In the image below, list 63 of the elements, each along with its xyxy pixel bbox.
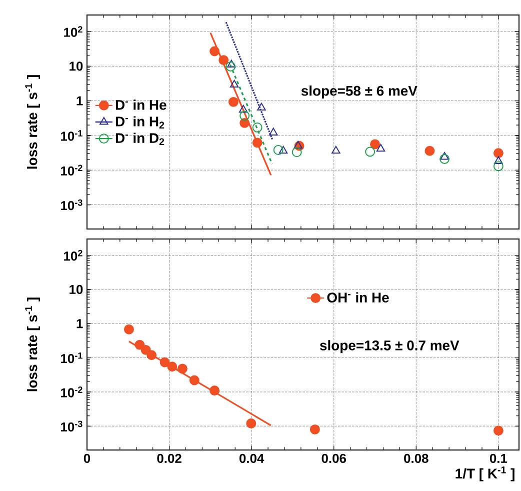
point — [370, 139, 380, 150]
point — [252, 122, 262, 132]
point — [424, 146, 435, 156]
point — [228, 96, 238, 107]
point — [257, 102, 266, 111]
point — [210, 386, 220, 396]
x-tick-label: 0.02 — [157, 454, 182, 463]
y-tick-label: 10$^{-1}$ — [61, 352, 82, 364]
x-tick-label: 0.1 — [490, 454, 508, 463]
point — [493, 148, 504, 158]
x-axis-title: 1/T [ K$^{-1}$ ] — [456, 466, 514, 482]
point — [124, 324, 134, 334]
y-tick-label: 1 — [76, 319, 83, 328]
y-tick-label: 10$^{2}$ — [64, 250, 82, 261]
point — [238, 104, 248, 113]
point — [218, 55, 229, 66]
x-tick-label: 0 — [84, 454, 90, 463]
x-tick-label: 0.08 — [404, 454, 428, 463]
point — [227, 60, 236, 68]
legend-label: D$^{-}$ in He — [116, 100, 166, 110]
point — [440, 152, 449, 160]
point — [240, 110, 250, 121]
y-axis-title: loss rate [ s$^{-1}$ ] — [25, 298, 40, 392]
legend-label: D$^{-}$ in D$_{2}$ — [116, 132, 164, 146]
y-tick-label: 10$^{-3}$ — [61, 199, 82, 210]
legend-label: OH$^{-}$ in He — [327, 292, 389, 303]
point — [167, 362, 178, 372]
annotation: slope=58 ± 6 meV — [301, 86, 418, 99]
point — [376, 144, 386, 152]
point — [278, 146, 288, 154]
annotation: slope=13.5 ± 0.7 meV — [320, 340, 460, 354]
point — [493, 161, 504, 172]
point — [440, 154, 450, 164]
y-tick-label: 10$^{-2}$ — [61, 164, 82, 176]
point — [268, 128, 278, 136]
point — [189, 375, 200, 386]
point — [210, 46, 220, 56]
y-tick-label: 10$^{2}$ — [64, 26, 82, 37]
point — [365, 146, 376, 157]
legend-label: D$^{-}$ in H$_{2}$ — [116, 116, 164, 128]
point — [246, 418, 256, 428]
y-tick-label: 10$^{-3}$ — [61, 420, 82, 432]
point — [160, 357, 170, 368]
y-tick-label: 10 — [70, 62, 83, 71]
y-tick-label: 10$^{-2}$ — [61, 386, 82, 398]
point — [230, 80, 239, 88]
point — [494, 156, 503, 164]
point — [310, 424, 320, 434]
point — [240, 118, 250, 128]
x-tick-label: 0.04 — [239, 454, 264, 463]
point — [493, 426, 504, 436]
point — [252, 138, 262, 148]
y-axis-title: loss rate [ s$^{-1}$ ] — [25, 75, 40, 169]
y-tick-label: 10 — [70, 284, 83, 294]
point — [146, 350, 157, 360]
point — [292, 147, 302, 158]
y-tick-label: 1 — [76, 96, 83, 106]
point — [177, 364, 188, 374]
x-tick-label: 0.06 — [322, 454, 346, 463]
point — [273, 145, 284, 156]
point — [332, 146, 340, 154]
point — [226, 61, 236, 72]
y-tick-label: 10$^{-1}$ — [61, 130, 82, 141]
